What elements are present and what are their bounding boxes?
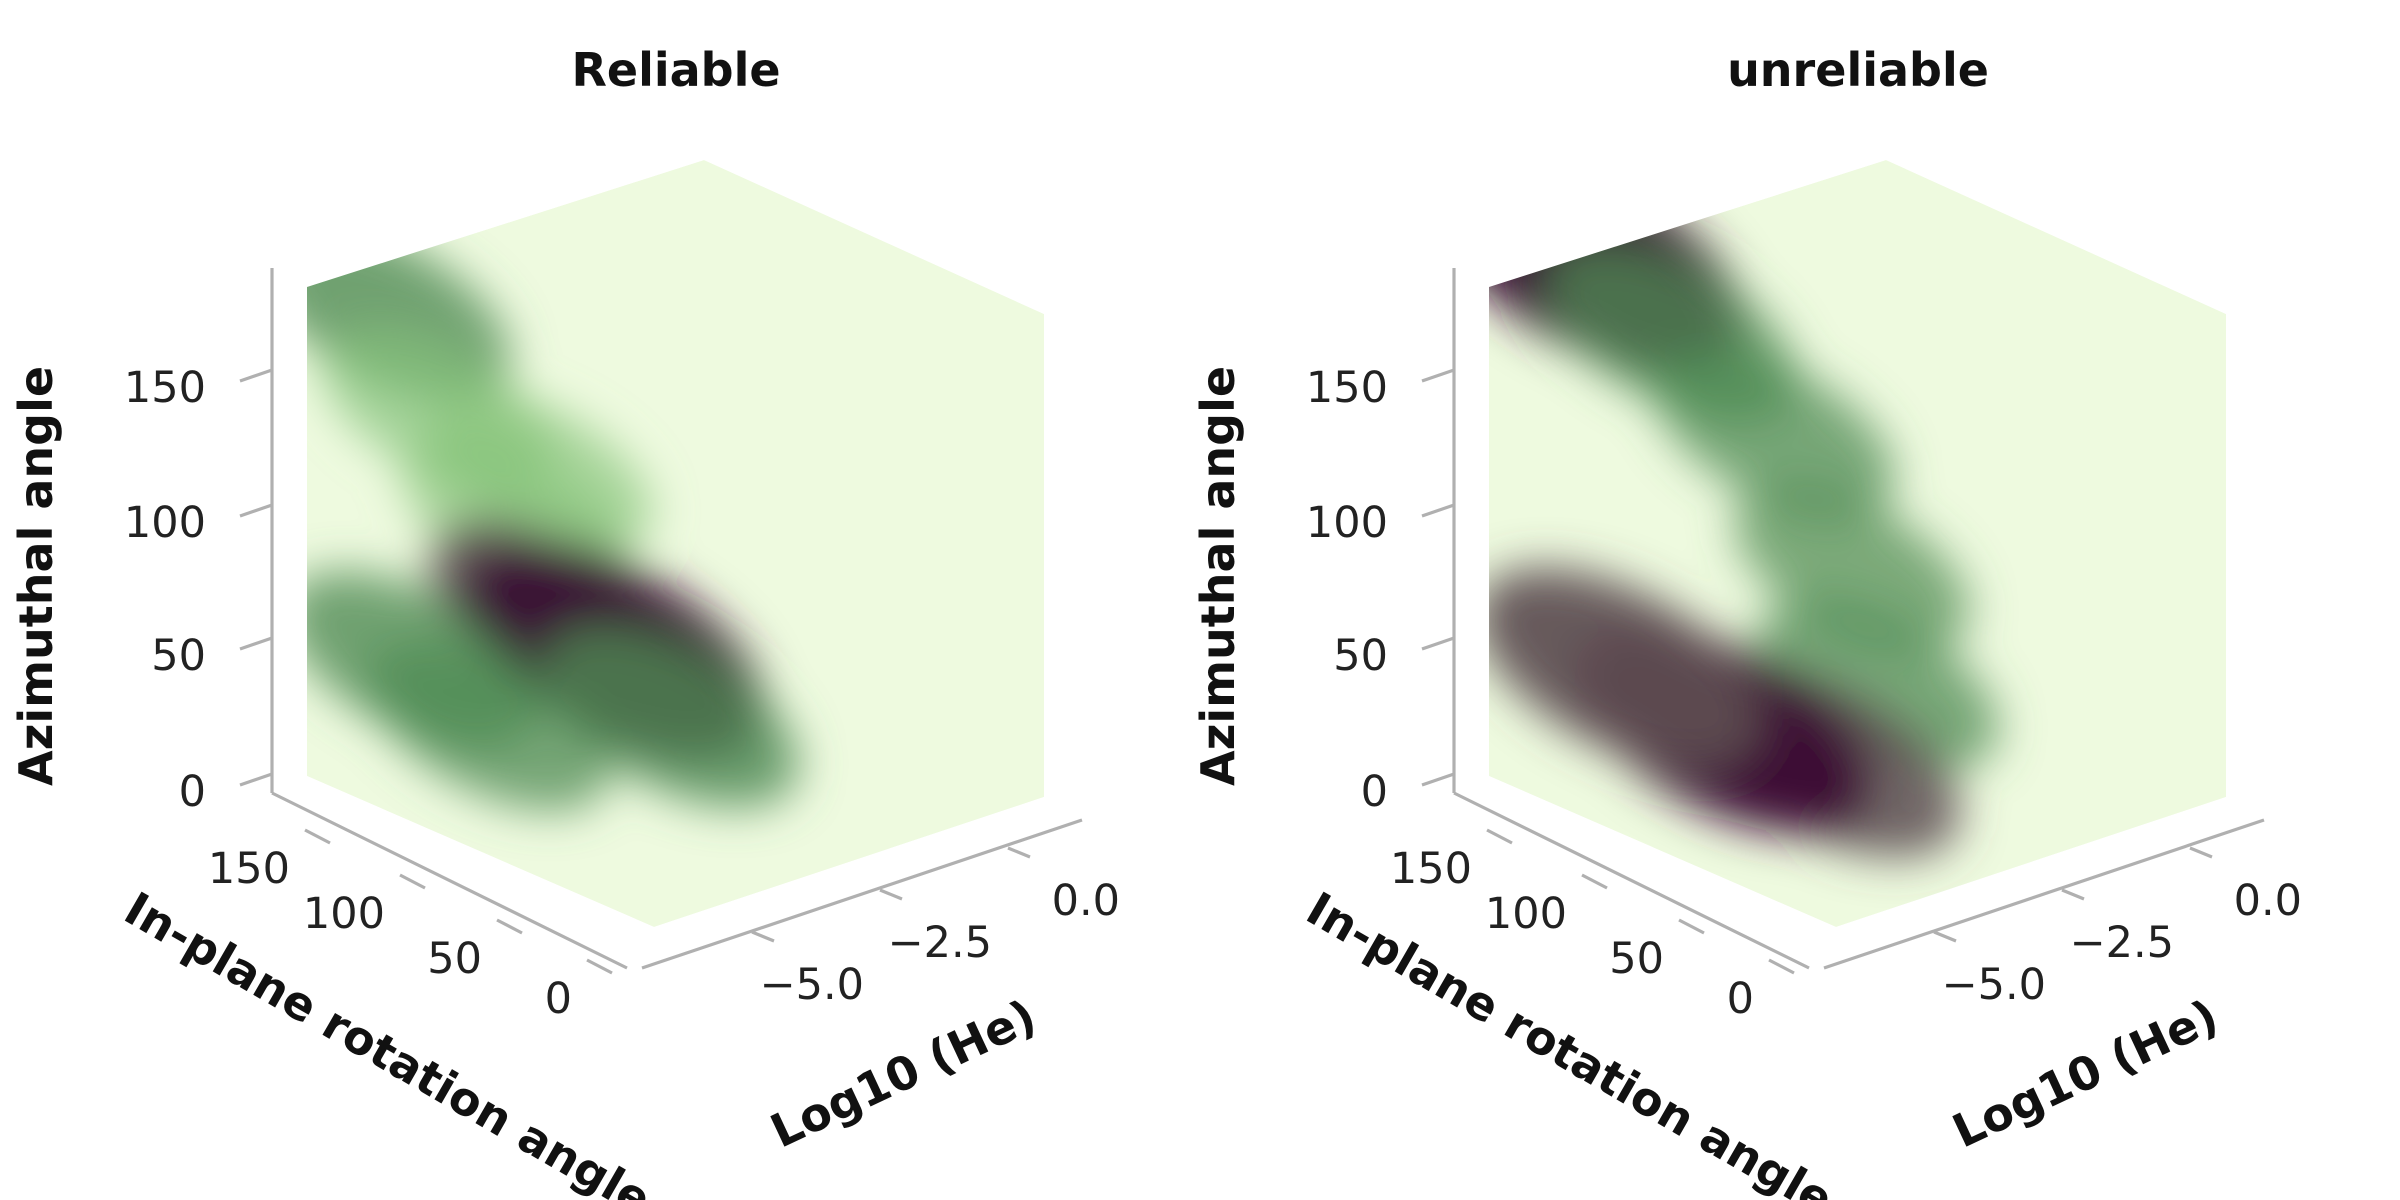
y-axis-line: [1453, 791, 1810, 970]
z-tick-label: 0: [1361, 767, 1388, 817]
x-tick-label: −2.5: [888, 918, 992, 968]
z-tick-mark: [239, 772, 273, 787]
y-axis-line: [271, 791, 628, 970]
z-tick-mark: [1421, 503, 1455, 518]
z-tick-mark: [239, 503, 273, 518]
z-tick-mark: [239, 636, 273, 651]
y-tick-label: 100: [303, 889, 385, 939]
density-blob: [1489, 567, 1762, 770]
panel-unreliable: unreliable 0 50 100 150 150 100 50 0 −5.0 −2.5 0.0…: [1191, 43, 2302, 1200]
z-tick-label: 150: [124, 363, 206, 413]
z-tick-mark: [1421, 636, 1455, 651]
y-tick-mark: [399, 873, 426, 890]
x-tick-label: −5.0: [760, 960, 864, 1010]
y-tick-mark: [304, 828, 331, 845]
chart-title: unreliable: [1727, 43, 1989, 97]
density-blob: [541, 625, 800, 808]
x-tick-mark: [879, 888, 903, 901]
x-axis-line: [641, 818, 1083, 970]
y-tick-mark: [1768, 958, 1795, 975]
density-surface: [1489, 160, 2226, 927]
y-tick-mark: [1581, 873, 1608, 890]
x-tick-label: −5.0: [1942, 960, 2046, 1010]
z-tick-label: 150: [1306, 363, 1388, 413]
density-blob: [368, 640, 610, 812]
y-tick-mark: [1678, 918, 1705, 935]
x-tick-label: 0.0: [1052, 876, 1120, 926]
x-tick-label: 0.0: [2234, 876, 2302, 926]
density-blob: [428, 391, 653, 551]
density-blob: [1653, 348, 1895, 519]
y-tick-label: 0: [1727, 974, 1754, 1024]
y-tick-mark: [496, 918, 523, 935]
x-tick-label: −2.5: [2070, 918, 2174, 968]
z-tick-label: 100: [124, 498, 206, 548]
y-axis-label: In-plane rotation angle: [116, 881, 661, 1200]
x-axis-line: [1823, 818, 2265, 970]
x-tick-mark: [1007, 846, 1031, 859]
y-tick-mark: [1486, 828, 1513, 845]
z-tick-mark: [1421, 368, 1455, 383]
z-tick-mark: [239, 368, 273, 383]
chart-title: Reliable: [571, 43, 780, 97]
x-axis-label: Log10 (He): [762, 989, 1044, 1159]
y-tick-label: 0: [545, 974, 572, 1024]
z-tick-mark: [1421, 772, 1455, 787]
axes: 0 50 100 150 150 100 50 0 −5.0 −2.5 0.0: [124, 268, 1120, 1024]
panel-reliable: Reliable 0 50 100 150 150 100 50 0 −5.0 −2.5 0.0 A…: [9, 43, 1120, 1200]
y-axis-label: In-plane rotation angle: [1298, 881, 1843, 1200]
x-tick-mark: [751, 930, 775, 943]
axes: 0 50 100 150 150 100 50 0 −5.0 −2.5 0.0: [1306, 268, 2302, 1024]
z-axis-label: Azimuthal angle: [9, 366, 63, 786]
z-tick-label: 0: [179, 767, 206, 817]
x-tick-mark: [2189, 846, 2213, 859]
z-axis-label: Azimuthal angle: [1191, 366, 1245, 786]
z-tick-label: 50: [151, 631, 206, 681]
y-tick-label: 150: [208, 844, 290, 894]
y-tick-mark: [586, 958, 613, 975]
y-tick-label: 100: [1485, 889, 1567, 939]
x-axis-label: Log10 (He): [1944, 989, 2226, 1159]
density-blob: [1757, 599, 1999, 770]
y-tick-label: 50: [1609, 934, 1664, 984]
density-surface: [307, 160, 1044, 927]
z-tick-label: 100: [1306, 498, 1388, 548]
x-tick-mark: [2061, 888, 2085, 901]
y-tick-label: 50: [427, 934, 482, 984]
z-tick-label: 50: [1333, 631, 1388, 681]
x-tick-mark: [1933, 930, 1957, 943]
density-blob: [1734, 484, 1971, 651]
y-tick-label: 150: [1390, 844, 1472, 894]
